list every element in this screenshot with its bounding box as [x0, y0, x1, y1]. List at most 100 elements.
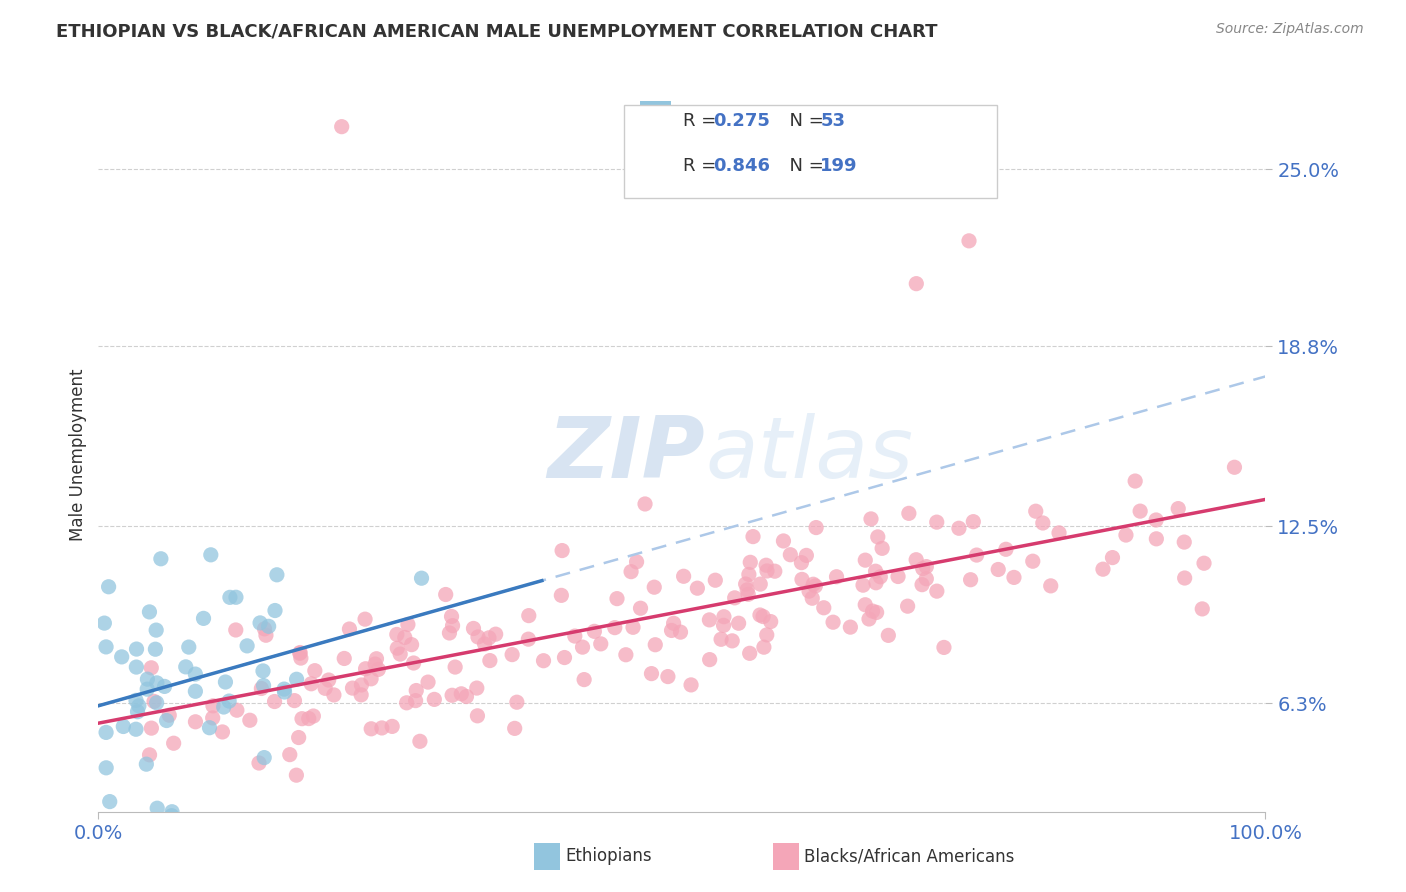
Point	[219, 591, 242, 605]
Point	[801, 577, 824, 591]
Point	[994, 542, 1017, 557]
Point	[606, 591, 628, 606]
Point	[288, 646, 311, 660]
Point	[1223, 460, 1246, 475]
Text: 199: 199	[821, 157, 858, 176]
Point	[564, 629, 586, 643]
Point	[450, 687, 472, 701]
Point	[350, 688, 373, 702]
Point	[501, 648, 523, 662]
Point	[163, 736, 186, 750]
Point	[478, 631, 501, 645]
Point	[354, 662, 377, 676]
Point	[661, 624, 683, 638]
Point	[1002, 570, 1025, 584]
Text: N =: N =	[779, 157, 830, 176]
Point	[905, 277, 928, 291]
Point	[322, 688, 344, 702]
Point	[713, 609, 735, 624]
Point	[291, 712, 314, 726]
Point	[737, 587, 759, 601]
Point	[517, 632, 540, 647]
Point	[160, 808, 183, 822]
Point	[440, 609, 463, 624]
Point	[713, 618, 735, 632]
Point	[94, 640, 117, 654]
Point	[467, 708, 489, 723]
Point	[740, 555, 762, 569]
Point	[387, 641, 409, 656]
Point	[157, 708, 180, 723]
Point	[804, 520, 827, 534]
Point	[756, 564, 779, 578]
Point	[915, 559, 938, 574]
Point	[869, 570, 891, 584]
Point	[796, 549, 818, 563]
Point	[314, 681, 336, 696]
Point	[862, 604, 884, 618]
Point	[381, 719, 404, 733]
Point	[264, 603, 287, 617]
Point	[699, 613, 721, 627]
Point	[288, 646, 311, 660]
Point	[915, 572, 938, 586]
Point	[389, 647, 412, 661]
Point	[149, 551, 172, 566]
Point	[962, 515, 984, 529]
Point	[823, 615, 845, 630]
Point	[1144, 513, 1167, 527]
Point	[441, 688, 464, 702]
Point	[146, 676, 169, 690]
Point	[865, 564, 887, 578]
Text: Source: ZipAtlas.com: Source: ZipAtlas.com	[1216, 22, 1364, 37]
Point	[925, 584, 948, 599]
Point	[184, 667, 207, 681]
Point	[254, 628, 277, 642]
Point	[342, 681, 364, 695]
Point	[201, 698, 224, 713]
Point	[273, 682, 295, 697]
Point	[225, 623, 247, 637]
Point	[550, 588, 572, 602]
Point	[852, 578, 875, 592]
Point	[141, 721, 163, 735]
Point	[252, 679, 274, 693]
Point	[957, 234, 980, 248]
Text: ETHIOPIAN VS BLACK/AFRICAN AMERICAN MALE UNEMPLOYMENT CORRELATION CHART: ETHIOPIAN VS BLACK/AFRICAN AMERICAN MALE…	[56, 22, 938, 40]
Point	[93, 616, 115, 631]
Point	[143, 694, 166, 708]
Point	[859, 512, 882, 526]
Point	[571, 640, 593, 654]
Point	[870, 541, 893, 556]
Point	[752, 609, 775, 624]
Text: ZIP: ZIP	[547, 413, 706, 497]
Point	[1032, 516, 1054, 530]
Point	[177, 640, 200, 654]
Point	[127, 705, 149, 719]
Point	[583, 624, 606, 639]
Point	[138, 605, 160, 619]
Point	[385, 627, 408, 641]
Y-axis label: Male Unemployment: Male Unemployment	[69, 368, 87, 541]
Point	[253, 622, 276, 636]
Point	[330, 120, 353, 134]
Point	[411, 571, 433, 585]
Point	[135, 757, 157, 772]
Point	[239, 713, 262, 727]
Point	[366, 652, 388, 666]
Point	[249, 615, 271, 630]
Point	[273, 685, 295, 699]
Point	[444, 660, 467, 674]
Point	[1123, 474, 1146, 488]
Point	[212, 700, 235, 714]
Point	[145, 623, 167, 637]
Text: Ethiopians: Ethiopians	[565, 847, 652, 865]
Point	[825, 570, 848, 584]
Point	[853, 598, 876, 612]
Point	[1022, 554, 1045, 568]
Text: R =: R =	[683, 157, 721, 176]
Point	[94, 725, 117, 739]
Point	[360, 722, 382, 736]
Point	[184, 684, 207, 698]
Point	[966, 548, 988, 562]
